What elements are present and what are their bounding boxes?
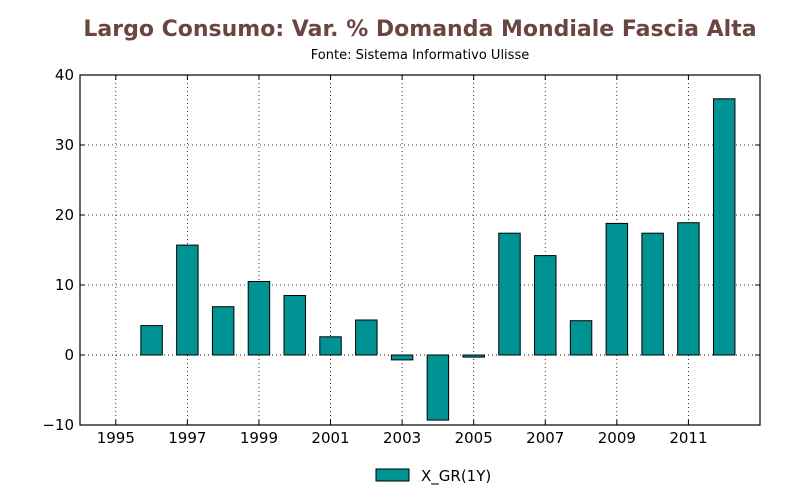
bar-1996	[140, 325, 163, 356]
bar-2005	[462, 354, 485, 358]
chart-title: Largo Consumo: Var. % Domanda Mondiale F…	[83, 17, 756, 42]
x-tick-label: 2007	[526, 429, 564, 447]
axis-ticks: 1995 1997 1999 2001 2003 2005 2007 2009 2011 −10 0…	[42, 66, 760, 447]
bar-1998	[211, 306, 235, 356]
x-tick-label: 2011	[669, 429, 707, 447]
bar-1999	[247, 281, 271, 356]
x-tick-label: 1997	[168, 429, 206, 447]
legend: X_GR(1Y)	[375, 467, 491, 486]
x-tick-label: 2009	[598, 429, 636, 447]
bars	[140, 98, 736, 421]
bar-2012	[712, 98, 736, 356]
y-tick-label: 20	[55, 206, 74, 224]
plot-frame	[79, 74, 761, 426]
y-tick-label: 40	[55, 66, 74, 84]
bar-2004	[426, 354, 450, 421]
y-tick-label: 10	[55, 276, 74, 294]
bar-2011	[677, 222, 700, 356]
x-tick-label: 2003	[383, 429, 421, 447]
x-tick-label: 1995	[97, 429, 135, 447]
bar-2008	[569, 320, 593, 356]
y-tick-label: 0	[64, 346, 74, 364]
x-tick-label: 2001	[311, 429, 349, 447]
legend-swatch	[375, 468, 410, 482]
bar-2003	[390, 354, 414, 361]
bar-2007	[534, 255, 557, 356]
bar-1997	[176, 244, 199, 356]
bar-2002	[355, 319, 378, 356]
chart-subtitle: Fonte: Sistema Informativo Ulisse	[311, 48, 529, 63]
y-tick-label: 30	[55, 136, 74, 154]
y-tick-label: −10	[42, 416, 74, 434]
bar-2000	[283, 295, 306, 356]
bar-2001	[319, 336, 342, 356]
bar-2010	[641, 232, 664, 356]
bar-2009	[605, 222, 629, 356]
bar-2006	[498, 232, 521, 356]
x-tick-label: 2005	[455, 429, 493, 447]
x-tick-label: 1999	[240, 429, 278, 447]
legend-label: X_GR(1Y)	[421, 467, 491, 486]
